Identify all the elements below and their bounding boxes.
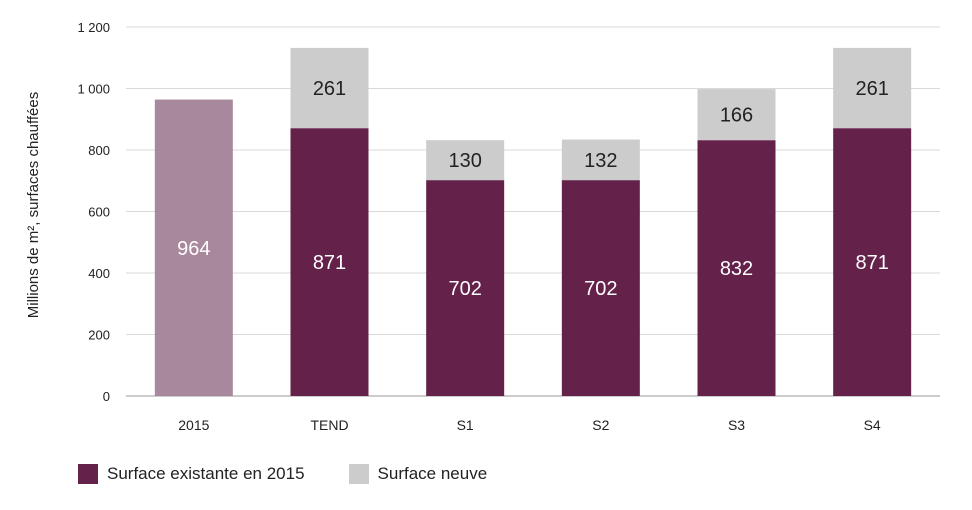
x-tick-label: S4 xyxy=(864,417,881,433)
y-tick-label: 200 xyxy=(88,328,110,343)
bar-existing-surface xyxy=(426,180,505,396)
bar-existing-surface xyxy=(290,128,369,397)
bar-new-surface xyxy=(697,89,776,141)
bars: 964 871 261 702 130 702 132 832 166 871 261 xyxy=(154,47,912,397)
bar-new-surface xyxy=(833,47,912,129)
data-label: 832 xyxy=(720,258,753,280)
y-tick-label: 400 xyxy=(88,266,110,281)
y-axis-ticks: 0 200 400 600 800 1 000 1 200 xyxy=(77,20,110,404)
legend: Surface existante en 2015 Surface neuve xyxy=(78,464,531,484)
data-label: 871 xyxy=(313,252,346,274)
data-label: 132 xyxy=(584,150,617,172)
bar-new-surface xyxy=(426,140,505,181)
data-label: 871 xyxy=(855,252,888,274)
data-label: 130 xyxy=(448,150,481,172)
x-tick-label: S2 xyxy=(592,417,609,433)
legend-label-existing: Surface existante en 2015 xyxy=(107,464,305,483)
legend-item-new: Surface neuve xyxy=(348,464,488,484)
bar-new-surface xyxy=(561,139,640,181)
data-label: 166 xyxy=(720,105,753,127)
legend-item-existing: Surface existante en 2015 xyxy=(78,464,305,484)
y-tick-label: 1 000 xyxy=(77,82,110,97)
y-tick-label: 1 200 xyxy=(77,20,110,35)
x-tick-label: TEND xyxy=(310,417,348,433)
stacked-bar-chart: 0 200 400 600 800 1 000 1 200 964 871 261 702 130 7… xyxy=(25,20,940,433)
y-tick-label: 600 xyxy=(88,205,110,220)
data-label: 261 xyxy=(855,78,888,100)
x-tick-label: S3 xyxy=(728,417,745,433)
bar-existing-surface xyxy=(154,99,233,396)
bar-existing-surface xyxy=(697,140,776,396)
data-label: 261 xyxy=(313,78,346,100)
data-label: 702 xyxy=(584,278,617,300)
legend-label-new: Surface neuve xyxy=(377,464,488,483)
y-tick-label: 0 xyxy=(103,389,110,404)
x-axis-ticks: 2015 TEND S1 S2 S3 S4 xyxy=(178,417,881,433)
legend-swatch-new xyxy=(348,464,369,484)
data-label: 702 xyxy=(448,278,481,300)
gridlines xyxy=(126,26,940,397)
bar-existing-surface xyxy=(833,128,912,397)
bar-existing-surface xyxy=(561,180,640,396)
y-tick-label: 800 xyxy=(88,143,110,158)
bar-new-surface xyxy=(290,47,369,129)
x-tick-label: 2015 xyxy=(178,417,209,433)
legend-swatch-existing xyxy=(78,464,98,484)
data-label: 964 xyxy=(177,238,210,260)
x-tick-label: S1 xyxy=(457,417,474,433)
y-axis-label: Millions de m², surfaces chauffées xyxy=(25,92,42,319)
